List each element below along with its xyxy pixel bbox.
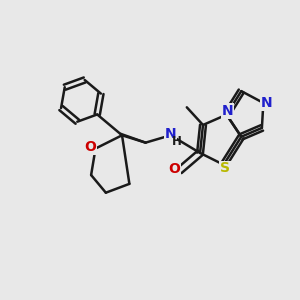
Text: N: N — [165, 127, 176, 141]
Text: N: N — [261, 96, 273, 110]
Text: S: S — [220, 161, 230, 175]
Text: H: H — [172, 135, 182, 148]
Text: N: N — [221, 104, 233, 118]
Text: O: O — [168, 162, 180, 176]
Text: O: O — [84, 140, 96, 154]
